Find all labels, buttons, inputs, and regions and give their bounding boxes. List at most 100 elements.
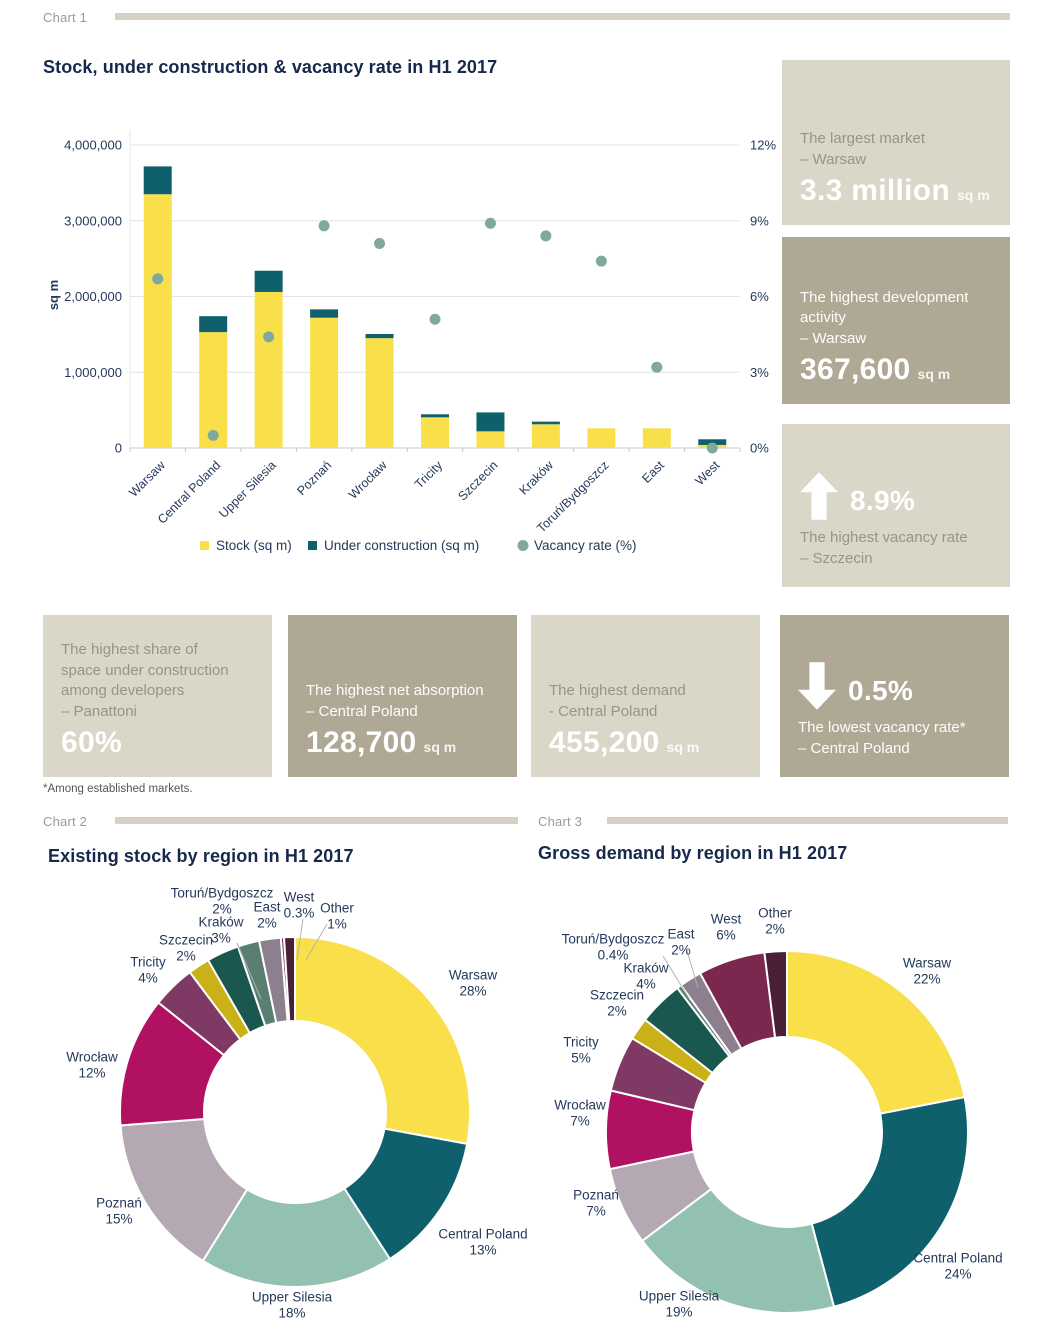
stat-desc-line: – Central Poland	[798, 739, 910, 757]
donut-label-name: East	[253, 899, 281, 915]
stat-unit: sq m	[666, 739, 700, 755]
donut-label-name: Other	[320, 900, 354, 916]
chart2-title: Existing stock by region in H1 2017	[48, 846, 354, 866]
donut-label-value: 2%	[765, 922, 785, 937]
donut-label-Warsaw: Warsaw 28%	[449, 968, 497, 1001]
donut-label-name: Central Poland	[438, 1226, 528, 1242]
donut-label-value: 7%	[586, 1204, 606, 1219]
slice-Central Poland	[810, 1095, 969, 1309]
slice-Upper Silesia	[201, 1187, 392, 1288]
bar-Toruń/Bydgoszcz	[587, 428, 616, 448]
donut-label-Central Poland: Central Poland 24%	[913, 1251, 1002, 1284]
chart3-header-rule	[607, 817, 1008, 824]
combo-chart-svg: 0 0% 1,000,000 3% 2,000,000 6% 3,000,000 9% 4,00…	[46, 130, 776, 553]
stat-desc-line: among developers	[61, 682, 185, 700]
vacancy-dot-Upper Silesia	[263, 331, 275, 343]
donut-label-value: 3%	[211, 931, 231, 946]
donut-label-name: Poznań	[96, 1195, 142, 1211]
right-axis-tick: 9%	[750, 213, 769, 228]
stat-desc-line: – Panattoni	[61, 702, 137, 720]
donut-label-name: Wrocław	[66, 1049, 118, 1065]
stock-construction-vacancy-chart: 0 0% 1,000,000 3% 2,000,000 6% 3,000,000 9% 4,00…	[40, 105, 780, 570]
donut-label-name: West	[283, 889, 315, 905]
donut-label-Central Poland: Central Poland 13%	[438, 1227, 527, 1260]
label-leader-line	[662, 955, 691, 1001]
right-axis-tick: 6%	[750, 289, 769, 304]
donut-label-value: 6%	[716, 928, 736, 943]
vacancy-dot-Toruń/Bydgoszcz	[595, 255, 607, 267]
label-leader-line	[305, 923, 328, 961]
donut-label-value: 7%	[570, 1114, 590, 1129]
stat-desc-line: The highest share of	[61, 641, 198, 659]
donut-label-Warsaw: Warsaw 22%	[903, 956, 951, 989]
stat-desc-line: The lowest vacancy rate*	[798, 719, 966, 737]
chart2-header-rule	[115, 817, 518, 824]
donut-label-Toruń/Bydgoszcz: Toruń/Bydgoszcz 0.4%	[562, 932, 665, 965]
donut-label-name: Other	[758, 905, 792, 921]
donut-label-name: Tricity	[130, 954, 166, 970]
arrow-up-icon	[800, 472, 838, 520]
donut-label-West: West 0.3%	[284, 890, 315, 923]
stat-value: 60%	[61, 726, 122, 759]
donut-label-Poznań: Poznań 7%	[573, 1188, 619, 1221]
donut-label-Szczecin: Szczecin 2%	[590, 988, 644, 1021]
donut-label-value: 13%	[469, 1243, 497, 1258]
donut-label-name: Poznań	[573, 1187, 619, 1203]
stat-box-largest-market: The largest market – Warsaw 3.3 million sq …	[782, 60, 1010, 225]
stat-value: 3.3 million	[800, 174, 951, 207]
donut-label-Other: Other 2%	[758, 906, 792, 939]
bar-Szczecin	[476, 412, 505, 448]
label-leader-line	[236, 942, 262, 1000]
donut-label-name: Upper Silesia	[638, 1288, 720, 1304]
stat-desc-line: The largest market	[800, 130, 926, 148]
stat-desc-line: - Central Poland	[549, 702, 658, 720]
donut-label-Szczecin: Szczecin 2%	[159, 933, 213, 966]
vacancy-dot-East	[651, 361, 663, 373]
legend-item-0: Stock (sq m)	[200, 538, 292, 553]
chart1-header-rule	[115, 13, 1010, 20]
donut-label-value: 12%	[78, 1066, 106, 1081]
donut-label-Upper Silesia: Upper Silesia 18%	[252, 1290, 332, 1323]
stat-box-highest-share-under-construction: The highest share of space under construc…	[43, 615, 272, 777]
donut-label-value: 22%	[913, 972, 941, 987]
svg-text:Vacancy rate (%): Vacancy rate (%)	[534, 538, 637, 553]
donut-label-name: Warsaw	[448, 967, 498, 983]
donut-label-Kraków: Kraków 3%	[198, 915, 243, 948]
left-axis-tick: 1,000,000	[64, 365, 122, 380]
chart3-title: Gross demand by region in H1 2017	[538, 843, 848, 863]
donut-label-value: 1%	[327, 917, 347, 932]
right-axis-tick: 12%	[750, 138, 776, 153]
stat-box-lowest-vacancy-rate: 0.5% The lowest vacancy rate* – Central Po…	[780, 615, 1009, 777]
donut-label-name: Kraków	[198, 914, 244, 930]
svg-text:Stock (sq m): Stock (sq m)	[216, 538, 292, 553]
slice-Other	[282, 935, 296, 1023]
donut-label-value: 28%	[459, 984, 487, 999]
stat-desc-line: activity	[800, 309, 846, 327]
donut-label-value: 18%	[278, 1306, 306, 1321]
stat-box-highest-demand: The highest demand - Central Poland 455,20…	[531, 615, 760, 777]
stat-value: 0.5%	[848, 675, 914, 707]
donut-label-East: East 2%	[253, 900, 280, 933]
donut-label-value: 2%	[671, 943, 691, 958]
stat-desc-line: The highest development	[800, 288, 969, 306]
stat-box-highest-vacancy-rate: 8.9% The highest vacancy rate – Szczecin	[782, 424, 1010, 587]
arrow-down-icon	[798, 662, 836, 710]
left-axis-tick: 4,000,000	[64, 138, 122, 153]
bar-Poznań	[310, 309, 339, 448]
right-axis-tick: 0%	[750, 441, 769, 456]
chart3-section-label: Chart 3	[538, 814, 583, 829]
stat-arrow-value: 0.5%	[798, 662, 991, 710]
left-axis-tick: 3,000,000	[64, 213, 122, 228]
left-axis-tick: 0	[115, 441, 122, 456]
donut-label-name: West	[710, 911, 742, 927]
bar-Kraków	[531, 421, 560, 448]
bar-Tricity	[421, 414, 449, 448]
donut-label-Poznań: Poznań 15%	[96, 1196, 142, 1229]
donut-label-Kraków: Kraków 4%	[623, 961, 668, 994]
donut-label-name: Toruń/Bydgoszcz	[170, 885, 274, 901]
stat-desc-line: – Warsaw	[800, 329, 867, 347]
donut-label-Tricity: Tricity 5%	[563, 1035, 599, 1068]
